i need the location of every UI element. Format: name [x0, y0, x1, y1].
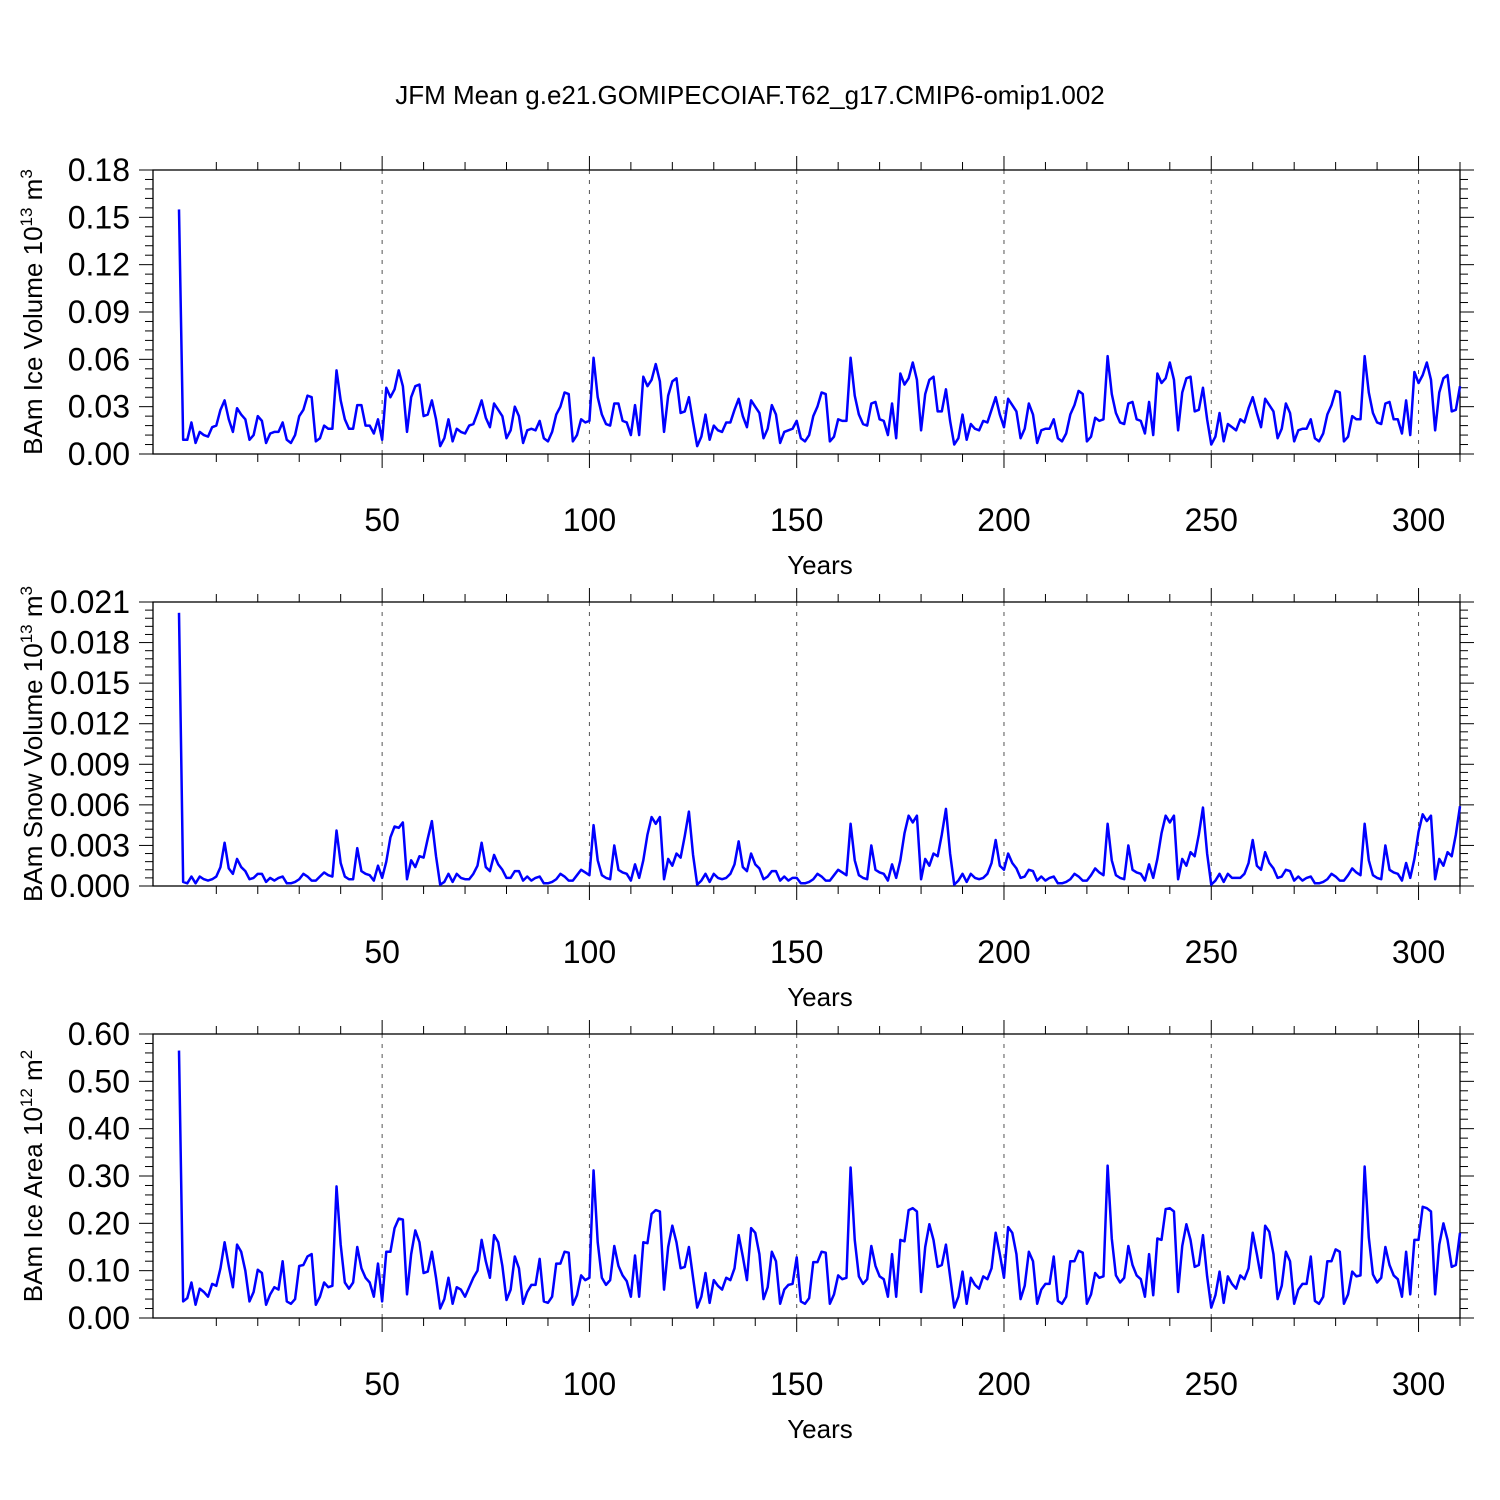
y-axis-label-part: 12: [17, 1088, 36, 1107]
y-axis-label-part: 13: [17, 208, 36, 227]
x-tick-label: 100: [563, 934, 616, 970]
x-axis-label: Years: [787, 1414, 853, 1444]
y-axis-label-part: BAm Ice Area 10: [18, 1107, 48, 1302]
y-tick-label: 0.15: [68, 199, 130, 235]
plot-frame: [152, 1033, 1461, 1319]
x-tick-label: 200: [977, 934, 1030, 970]
y-tick-label: 0.09: [68, 294, 130, 330]
y-axis-label: BAm Snow Volume 1013 m3: [17, 586, 48, 902]
y-tick-label: 0.12: [68, 247, 130, 283]
chart-panel-3: 0.00 0.10 0.20 0.30 0.40 0.50 0.60 50 100 150 200 2…: [17, 1016, 1474, 1444]
y-tick-label: 0.20: [68, 1205, 130, 1241]
y-axis-label-part: m: [18, 179, 48, 208]
y-axis-label-part: 13: [17, 624, 36, 643]
x-tick-label: 150: [770, 1366, 823, 1402]
plot-frame: [152, 601, 1461, 887]
y-axis-label-part: 3: [17, 586, 36, 595]
x-tick-label: 200: [977, 1366, 1030, 1402]
x-tick-label: 300: [1392, 1366, 1445, 1402]
y-tick-label: 0.03: [68, 389, 130, 425]
series-line: [177, 209, 1462, 448]
y-axis-label-part: BAm Snow Volume 10: [18, 643, 48, 902]
y-tick-label: 0.003: [50, 827, 130, 863]
y-tick-label: 0.06: [68, 341, 130, 377]
chart-panel-2: 0.000 0.003 0.006 0.009 0.012 0.015 0.018 0.021…: [17, 584, 1474, 1012]
x-tick-label: 200: [977, 502, 1030, 538]
y-tick-label: 0.018: [50, 625, 130, 661]
series-line: [177, 612, 1462, 886]
x-tick-label: 300: [1392, 934, 1445, 970]
x-axis-label: Years: [787, 550, 853, 580]
x-tick-label: 150: [770, 934, 823, 970]
y-axis-label: BAm Ice Volume 1013 m3: [17, 169, 48, 455]
y-tick-label: 0.40: [68, 1111, 130, 1147]
y-tick-label: 0.60: [68, 1016, 130, 1052]
y-tick-label: 0.30: [68, 1158, 130, 1194]
x-tick-label: 300: [1392, 502, 1445, 538]
x-tick-label: 150: [770, 502, 823, 538]
x-axis-label: Years: [787, 982, 853, 1012]
x-tick-label: 50: [364, 502, 400, 538]
x-tick-label: 250: [1185, 934, 1238, 970]
y-tick-label: 0.10: [68, 1253, 130, 1289]
y-axis-label-part: 3: [17, 169, 36, 178]
y-tick-label: 0.021: [50, 584, 130, 620]
x-tick-label: 50: [364, 934, 400, 970]
x-tick-label: 50: [364, 1366, 400, 1402]
y-tick-label: 0.015: [50, 665, 130, 701]
y-axis-label: BAm Ice Area 1012 m2: [17, 1050, 48, 1302]
y-axis-label-part: m: [18, 595, 48, 624]
chart-title: JFM Mean g.e21.GOMIPECOIAF.T62_g17.CMIP6…: [395, 80, 1105, 110]
x-tick-label: 250: [1185, 502, 1238, 538]
y-tick-label: 0.012: [50, 706, 130, 742]
y-tick-label: 0.18: [68, 152, 130, 188]
y-axis-label-part: BAm Ice Volume 10: [18, 226, 48, 454]
y-axis-label-part: m: [18, 1059, 48, 1088]
y-tick-label: 0.00: [68, 436, 130, 472]
y-tick-label: 0.00: [68, 1300, 130, 1336]
series-line: [177, 1050, 1462, 1310]
y-axis-label-part: 2: [17, 1050, 36, 1059]
y-tick-label: 0.50: [68, 1063, 130, 1099]
x-tick-label: 100: [563, 1366, 616, 1402]
y-tick-label: 0.000: [50, 868, 130, 904]
chart-panel-1: 0.00 0.03 0.06 0.09 0.12 0.15 0.18 50 100 150 200 2…: [17, 152, 1474, 580]
x-tick-label: 250: [1185, 1366, 1238, 1402]
y-tick-label: 0.009: [50, 746, 130, 782]
y-tick-label: 0.006: [50, 787, 130, 823]
x-tick-label: 100: [563, 502, 616, 538]
